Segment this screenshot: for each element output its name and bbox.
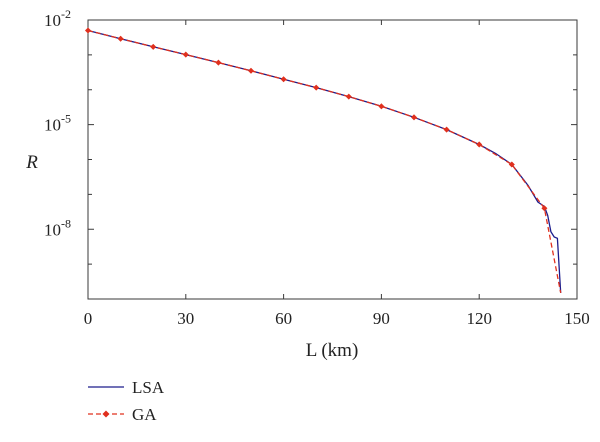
- data-point-ga: [150, 43, 157, 50]
- legend: LSA GA: [88, 378, 165, 424]
- data-point-ga: [117, 35, 124, 42]
- legend-label-ga: GA: [132, 405, 157, 424]
- tick-labels: 0 30 60 90 120 150 10-8 10-5 10-2: [44, 7, 590, 328]
- x-tick-label: 90: [373, 309, 390, 328]
- data-point-ga: [443, 126, 450, 133]
- y-tick-label: 10-5: [44, 112, 71, 135]
- ticks: [87, 19, 578, 300]
- x-tick-label: 0: [84, 309, 93, 328]
- data-point-ga: [378, 103, 385, 110]
- data-point-ga: [476, 141, 483, 148]
- data-point-ga: [84, 27, 92, 34]
- x-tick-label: 150: [564, 309, 590, 328]
- y-axis-label: R: [25, 152, 38, 173]
- y-tick-label: 10-8: [44, 216, 71, 239]
- data-point-ga: [410, 114, 418, 121]
- series-layer: [84, 27, 562, 294]
- data-point-ga: [345, 93, 352, 100]
- series-line-ga: [87, 29, 562, 294]
- data-point-ga: [247, 67, 255, 74]
- x-tick-label: 30: [177, 309, 194, 328]
- data-point-ga: [182, 51, 189, 58]
- data-point-ga: [541, 205, 548, 212]
- x-axis-label: L (km): [306, 340, 359, 361]
- x-tick-label: 120: [466, 309, 492, 328]
- legend-label-lsa: LSA: [132, 378, 165, 397]
- y-tick-label: 10-2: [44, 7, 71, 30]
- legend-marker-ga: [102, 410, 110, 418]
- series-line-lsa: [87, 29, 562, 293]
- data-point-ga: [215, 59, 222, 66]
- data-point-ga: [280, 76, 287, 83]
- x-tick-label: 60: [275, 309, 292, 328]
- data-point-ga: [508, 161, 515, 168]
- data-point-ga: [313, 84, 320, 91]
